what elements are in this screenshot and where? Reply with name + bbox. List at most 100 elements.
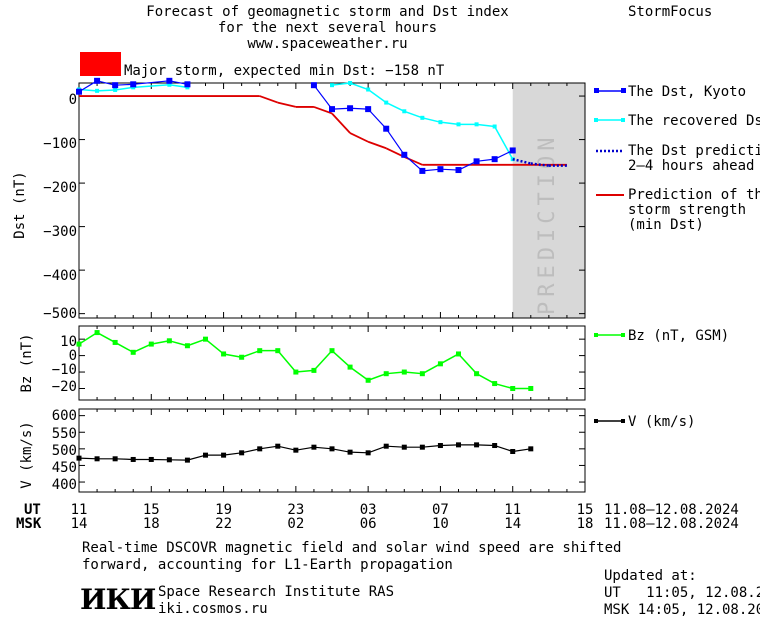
- bz-segment: [404, 371, 423, 375]
- propagation-note-line1: Real-time DSCOVR magnetic field and sola…: [82, 540, 622, 556]
- bz-ytick: −10: [52, 362, 77, 378]
- legend-item-speed: V (km/s): [594, 414, 695, 430]
- bz-segment: [187, 338, 206, 347]
- recovered-dst-point: [113, 87, 118, 92]
- legend: The Dst, Kyoto The recovered Dst The Dst…: [594, 84, 760, 430]
- speed-point: [456, 442, 461, 448]
- storm-strength-segment: [259, 95, 279, 104]
- speed-point: [130, 456, 136, 462]
- recovered-dst-segment: [422, 117, 441, 123]
- dst-kyoto-segment: [403, 154, 423, 172]
- dst-y-axis-label: Dst (nT): [12, 171, 28, 238]
- speed-point: [275, 443, 281, 449]
- bz-segment: [457, 353, 478, 375]
- bz-point: [275, 348, 281, 354]
- bz-segment: [313, 350, 333, 371]
- recovered-dst-point: [348, 81, 353, 85]
- legend-label: The Dst prediction: [628, 143, 760, 159]
- speed-point: [293, 447, 299, 453]
- recovered-dst-segment: [476, 123, 495, 128]
- msk-tick-label: 10: [432, 516, 449, 532]
- dst-ytick: −500: [43, 306, 77, 322]
- bz-point: [166, 338, 172, 344]
- recovered-dst-segment: [385, 101, 405, 112]
- dst-kyoto-segment: [350, 107, 369, 110]
- dst-kyoto-segment: [115, 83, 134, 86]
- recovered-dst-point: [330, 83, 334, 88]
- dst-kyoto-point: [401, 151, 408, 158]
- institute-url[interactable]: iki.cosmos.ru: [158, 601, 268, 617]
- speed-segment: [494, 444, 513, 453]
- bz-ytick: 10: [60, 334, 77, 350]
- bz-segment: [440, 353, 459, 365]
- speed-segment: [115, 458, 134, 461]
- bz-segment: [223, 353, 242, 358]
- recovered-dst-point: [492, 124, 497, 129]
- speed-segment: [223, 452, 242, 456]
- storm-strength-segment: [367, 140, 387, 150]
- dst-ytick: −400: [43, 268, 77, 284]
- speed-segment: [78, 457, 98, 460]
- recovered-dst-point: [438, 120, 443, 125]
- legend-label: storm strength: [628, 202, 746, 218]
- legend-label: Prediction of the: [628, 187, 760, 203]
- site-url[interactable]: www.spaceweather.ru: [247, 36, 408, 52]
- speed-point: [437, 443, 443, 449]
- speed-segment: [440, 444, 459, 447]
- bz-point: [239, 354, 245, 360]
- bz-y-ticks: 10 0 −10 −20: [52, 334, 77, 395]
- propagation-note-line2: forward, accounting for L1-Earth propaga…: [82, 557, 453, 573]
- dst-ytick: −100: [43, 136, 77, 152]
- axis-ticks: [78, 83, 586, 492]
- ut-tick-label: 11: [71, 502, 88, 518]
- recovered-dst-point: [167, 82, 172, 87]
- speed-y-ticks: 600 550 500 450 400: [52, 408, 77, 493]
- speed-point: [148, 456, 154, 462]
- speed-segment: [331, 448, 351, 453]
- speed-ytick: 600: [52, 408, 77, 424]
- bz-segment: [205, 338, 225, 355]
- ut-tick-label: 07: [432, 502, 449, 518]
- recovered-dst-series: [77, 81, 515, 162]
- recovered-dst-segment: [367, 88, 387, 104]
- dst-kyoto-point: [419, 167, 426, 174]
- msk-tick-label: 18: [577, 516, 594, 532]
- msk-tick-label: 18: [143, 516, 160, 532]
- ut-tick-label: 15: [577, 502, 594, 518]
- speed-segment: [241, 448, 260, 454]
- ut-tick-label: 23: [287, 502, 304, 518]
- legend-label: (min Dst): [628, 217, 704, 233]
- dst-kyoto-point: [509, 147, 516, 154]
- dst-kyoto-point: [491, 156, 498, 163]
- dst-kyoto-point: [455, 167, 462, 174]
- speed-point: [401, 444, 407, 450]
- dst-kyoto-segment: [133, 80, 170, 85]
- storm-strength-segment: [349, 132, 369, 143]
- chart-title-line2: for the next several hours: [217, 20, 438, 36]
- dst-kyoto-series: [76, 77, 516, 174]
- speed-ytick: 500: [52, 443, 77, 459]
- storm-label: Major storm, expected min Dst: −158 nT: [124, 63, 445, 79]
- msk-tick-label: 02: [287, 516, 304, 532]
- speed-point: [492, 443, 498, 449]
- speed-segment: [367, 445, 387, 454]
- legend-item-bz: Bz (nT, GSM): [594, 328, 729, 344]
- legend-label: Bz (nT, GSM): [628, 328, 729, 344]
- speed-point: [474, 442, 480, 448]
- bz-segment: [132, 343, 152, 353]
- legend-label: The recovered Dst: [628, 113, 760, 129]
- ut-axis-label: UT: [24, 502, 41, 518]
- legend-label: V (km/s): [628, 414, 695, 430]
- bz-point: [401, 369, 407, 375]
- msk-date-range: 11.08–12.08.2024: [604, 516, 739, 532]
- speed-point: [311, 444, 317, 450]
- dst-kyoto-point: [112, 82, 119, 89]
- speed-point: [528, 446, 534, 452]
- msk-tick-label: 14: [71, 516, 88, 532]
- bz-segment: [78, 331, 98, 345]
- dst-kyoto-segment: [440, 168, 459, 171]
- recovered-dst-point: [185, 85, 190, 90]
- speed-point: [239, 450, 245, 456]
- ut-tick-label: 19: [215, 502, 232, 518]
- storm-strength-segment: [385, 147, 405, 158]
